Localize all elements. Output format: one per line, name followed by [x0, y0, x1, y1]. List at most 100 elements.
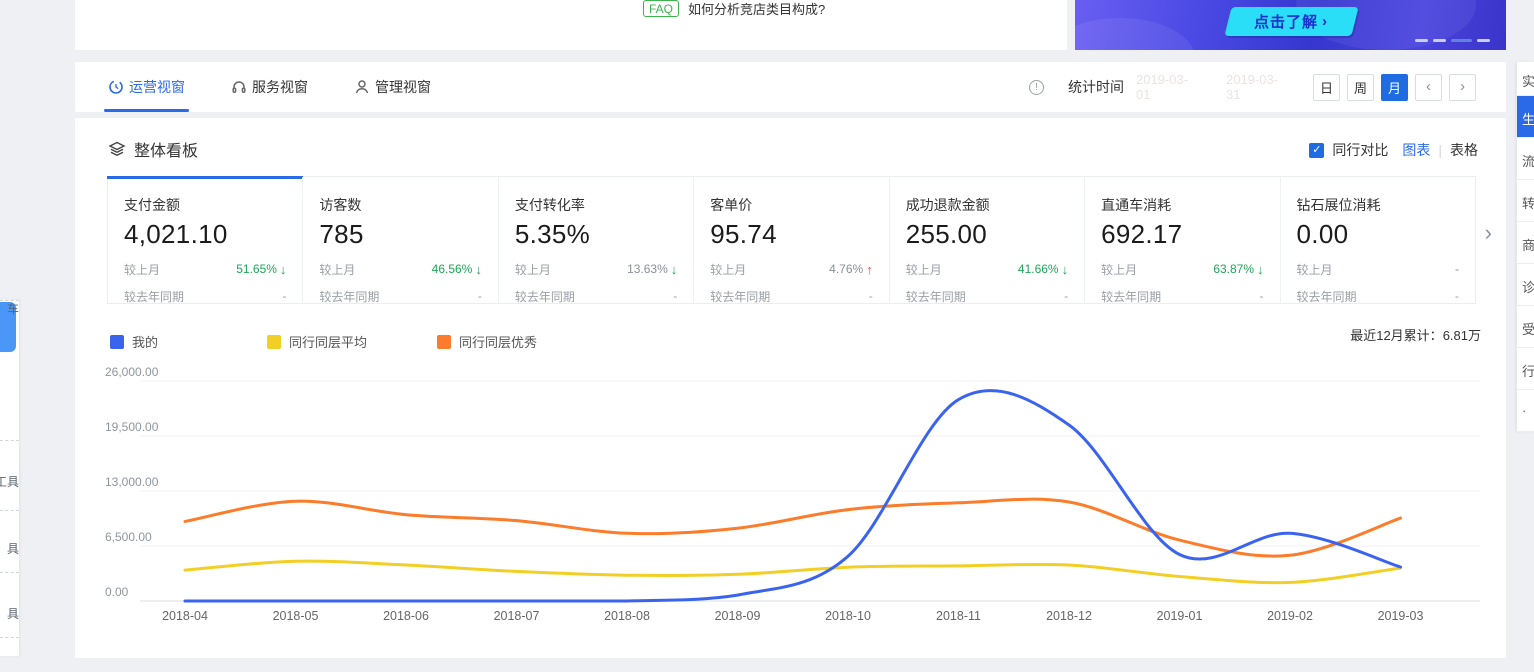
left-rail-item[interactable]: 具 — [6, 542, 19, 556]
banner-carousel-indicators[interactable] — [1415, 39, 1490, 42]
faq-badge: FAQ — [643, 0, 680, 17]
prev-period-button[interactable]: ‹ — [1415, 73, 1442, 101]
carousel-dash[interactable] — [1451, 39, 1472, 42]
divider — [0, 300, 19, 301]
table-toggle[interactable]: 表格 — [1450, 142, 1478, 158]
chevron-right-icon: › — [1322, 13, 1329, 30]
stats-time-group: ! 统计时间 2019-03-01 2019-03-31 日 周 月 ‹ › — [1029, 62, 1476, 112]
left-rail-item[interactable]: 工具 — [0, 475, 19, 489]
metric-card[interactable]: 直通车消耗 692.17 较上月 63.87% ↓ 较去年同期 - — [1084, 177, 1279, 304]
legend-item[interactable]: 同行同层平均 — [267, 332, 367, 351]
mom-value: 63.87% — [1213, 262, 1255, 276]
metric-card[interactable]: 支付转化率 5.35% 较上月 13.63% ↓ 较去年同期 - — [497, 177, 693, 304]
metric-yoy-row: 较去年同期 - — [906, 288, 1068, 304]
metric-card[interactable]: 客单价 95.74 较上月 4.76% ↑ 较去年同期 - — [693, 177, 888, 304]
metric-yoy-row: 较去年同期 - — [124, 288, 286, 304]
metric-name: 支付转化率 — [514, 197, 585, 213]
divider — [0, 440, 19, 441]
svg-text:2018-05: 2018-05 — [273, 609, 319, 623]
svg-text:2018-08: 2018-08 — [604, 609, 650, 623]
svg-text:13,000.00: 13,000.00 — [105, 475, 159, 489]
info-icon[interactable]: ! — [1029, 79, 1044, 95]
right-rail-item[interactable]: 转 — [1517, 180, 1534, 222]
chart-summary: 最近12月累计：6.81万 — [1350, 325, 1481, 344]
tab-management-view[interactable]: 管理视窗 — [354, 62, 431, 112]
right-rail-item[interactable]: 受 — [1517, 306, 1534, 348]
metric-value: 0.00 — [1296, 219, 1349, 249]
granularity-month-button[interactable]: 月 — [1381, 73, 1408, 101]
right-rail-item[interactable]: 实 — [1517, 62, 1534, 96]
summary-label: 最近12月累计： — [1350, 328, 1443, 343]
banner-decor — [1075, 18, 1195, 50]
metric-name: 成功退款金额 — [905, 197, 990, 213]
metric-yoy-row: 较去年同期 - — [1297, 288, 1459, 304]
right-rail-item[interactable]: 商 — [1517, 222, 1534, 264]
left-rail-item[interactable]: 具 — [6, 607, 19, 621]
right-quick-rail: 实生流转商诊受行 · — [1516, 62, 1534, 432]
mom-label: 较上月 — [514, 262, 551, 277]
metric-mom-row: 较上月 - — [1297, 261, 1459, 277]
svg-text:2019-02: 2019-02 — [1267, 609, 1313, 623]
carousel-dash[interactable] — [1415, 39, 1428, 42]
svg-text:2018-11: 2018-11 — [936, 609, 981, 623]
yoy-value: - — [282, 289, 287, 303]
tab-service-view[interactable]: 服务视窗 — [231, 62, 308, 112]
metric-value: 255.00 — [905, 219, 988, 249]
tab-operations-view[interactable]: 运营视窗 — [104, 62, 189, 112]
svg-text:2018-07: 2018-07 — [494, 609, 540, 623]
right-rail-item[interactable]: 生 — [1517, 96, 1534, 138]
carousel-dash[interactable] — [1433, 39, 1446, 42]
metric-card[interactable]: 钻石展位消耗 0.00 较上月 - 较去年同期 - — [1279, 177, 1475, 304]
metric-yoy-row: 较去年同期 - — [319, 288, 481, 304]
yoy-label: 较去年同期 — [514, 289, 575, 304]
right-rail-item[interactable]: · — [1517, 390, 1534, 432]
legend-item[interactable]: 我的 — [110, 332, 158, 351]
metric-mom-row: 较上月 41.66% ↓ — [906, 261, 1068, 277]
metric-card[interactable]: 成功退款金额 255.00 较上月 41.66% ↓ 较去年同期 - — [888, 177, 1084, 304]
date-start: 2019-03-01 — [1136, 72, 1189, 102]
peer-compare-checkbox[interactable]: ✓ — [1309, 142, 1325, 158]
granularity-week-button[interactable]: 周 — [1347, 73, 1374, 101]
left-rail-blue-tab[interactable] — [0, 302, 16, 352]
stats-time-label: 统计时间 — [1068, 79, 1124, 95]
metric-value: 692.17 — [1101, 219, 1183, 249]
metric-name: 客单价 — [710, 197, 753, 213]
metric-cards-row: 支付金额 4,021.10 较上月 51.65% ↓ 较去年同期 - 访客数 78… — [106, 176, 1476, 304]
next-period-button[interactable]: › — [1449, 73, 1476, 101]
yoy-label: 较去年同期 — [905, 289, 966, 304]
svg-text:6,500.00: 6,500.00 — [105, 530, 152, 544]
metric-mom-row: 较上月 63.87% ↓ — [1101, 261, 1263, 277]
legend-item[interactable]: 同行同层优秀 — [437, 332, 537, 351]
faq-question-link[interactable]: 如何分析竞店类目构成? — [688, 2, 826, 17]
yoy-label: 较去年同期 — [124, 289, 185, 304]
metric-card[interactable]: 支付金额 4,021.10 较上月 51.65% ↓ 较去年同期 - — [106, 176, 304, 304]
yoy-label: 较去年同期 — [1101, 289, 1162, 304]
metric-cards-next-icon[interactable]: › — [1484, 220, 1492, 245]
metric-yoy-row: 较去年同期 - — [710, 288, 872, 304]
banner-cta-label: 点击了解 — [1254, 14, 1319, 31]
banner-cta-button[interactable]: 点击了解 › — [1224, 7, 1359, 36]
legend-swatch — [267, 334, 281, 349]
carousel-dash[interactable] — [1477, 39, 1490, 42]
right-rail-item[interactable]: 行 — [1517, 348, 1534, 390]
board-title: 整体看板 — [134, 143, 199, 160]
operations-icon — [109, 80, 123, 94]
metric-card[interactable]: 访客数 785 较上月 46.56% ↓ 较去年同期 - — [302, 177, 497, 304]
right-rail-item[interactable]: 诊 — [1517, 264, 1534, 306]
stats-date-range[interactable]: 2019-03-01 2019-03-31 — [1136, 72, 1288, 102]
faq-row[interactable]: FAQ 如何分析竞店类目构成? — [643, 0, 825, 18]
mom-arrow-icon: ↓ — [670, 261, 678, 277]
metric-yoy-row: 较去年同期 - — [1101, 288, 1263, 304]
svg-text:2018-06: 2018-06 — [383, 609, 429, 623]
mom-arrow-icon: ↓ — [1061, 261, 1069, 277]
right-rail-item[interactable]: 流 — [1517, 138, 1534, 180]
metric-value: 4,021.10 — [124, 219, 228, 249]
chart-toggle[interactable]: 图表 — [1402, 142, 1431, 158]
svg-text:26,000.00: 26,000.00 — [105, 365, 159, 379]
yoy-value: - — [1259, 289, 1264, 303]
divider — [0, 510, 19, 511]
granularity-day-button[interactable]: 日 — [1313, 73, 1340, 101]
yoy-value: - — [673, 289, 678, 303]
left-rail-item[interactable]: 车 — [6, 302, 19, 316]
promo-banner[interactable]: 点击了解 › — [1075, 0, 1506, 50]
